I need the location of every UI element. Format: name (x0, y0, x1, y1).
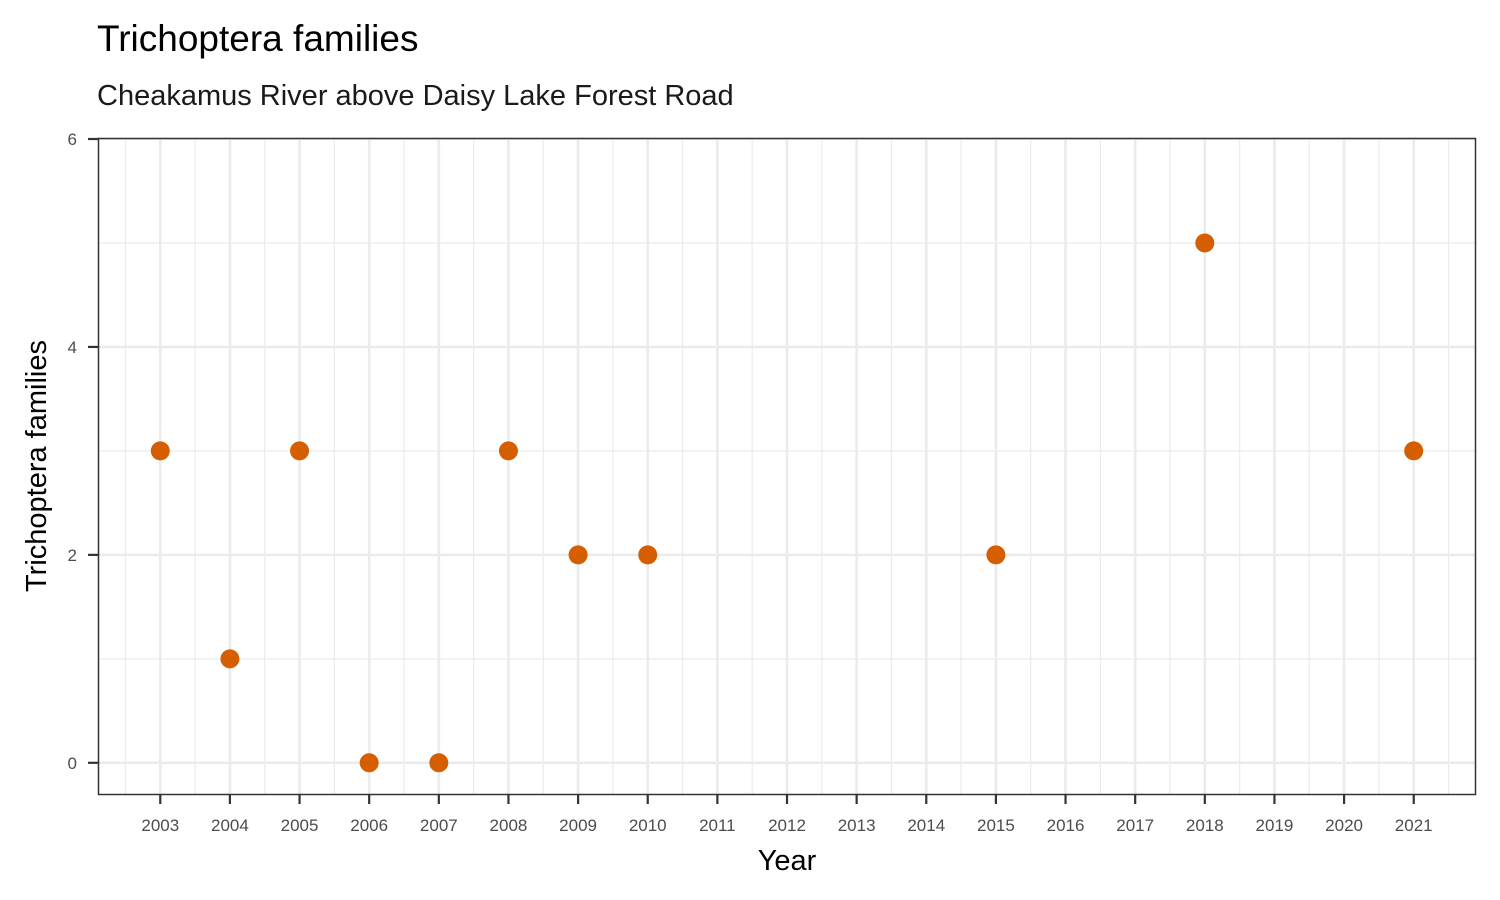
x-tick-label: 2011 (699, 816, 736, 835)
x-tick-label: 2020 (1325, 816, 1363, 835)
data-points (150, 233, 1424, 773)
data-point (359, 753, 379, 773)
axis-ticks: 0 2 4 6 2003 2004 2005 2006 2007 2008 2009 2010 2011… (68, 130, 1433, 835)
chart-subtitle: Cheakamus River above Daisy Lake Forest … (97, 80, 734, 112)
x-tick-label: 2008 (490, 816, 528, 835)
x-tick-label: 2017 (1116, 816, 1154, 835)
chart-title: Trichoptera families (97, 18, 419, 59)
y-axis-title: Trichoptera families (21, 340, 53, 592)
data-point (220, 649, 240, 669)
x-tick-label: 2021 (1395, 816, 1433, 835)
x-tick-label: 2019 (1256, 816, 1294, 835)
data-point (568, 545, 588, 565)
x-tick-label: 2005 (281, 816, 319, 835)
data-point (1195, 233, 1215, 253)
grid-lines (99, 137, 1475, 794)
x-tick-label: 2016 (1047, 816, 1085, 835)
x-tick-label: 2009 (559, 816, 597, 835)
x-tick-label: 2004 (211, 816, 249, 835)
data-point (150, 441, 170, 461)
x-tick-label: 2006 (350, 816, 388, 835)
x-tick-label: 2013 (838, 816, 876, 835)
data-point (498, 441, 518, 461)
y-tick-label: 4 (68, 338, 77, 357)
data-point (290, 441, 310, 461)
x-tick-label: 2003 (141, 816, 179, 835)
data-point (1404, 441, 1424, 461)
x-axis-title: Year (758, 845, 817, 877)
y-tick-label: 2 (68, 546, 77, 565)
data-point (638, 545, 658, 565)
x-tick-label: 2012 (768, 816, 806, 835)
x-tick-label: 2015 (977, 816, 1015, 835)
x-tick-label: 2007 (420, 816, 458, 835)
y-tick-label: 0 (68, 754, 77, 773)
x-tick-label: 2014 (907, 816, 945, 835)
data-point (429, 753, 449, 773)
x-tick-label: 2018 (1186, 816, 1224, 835)
y-tick-label: 6 (68, 130, 77, 149)
x-tick-label: 2010 (629, 816, 667, 835)
data-point (986, 545, 1006, 565)
